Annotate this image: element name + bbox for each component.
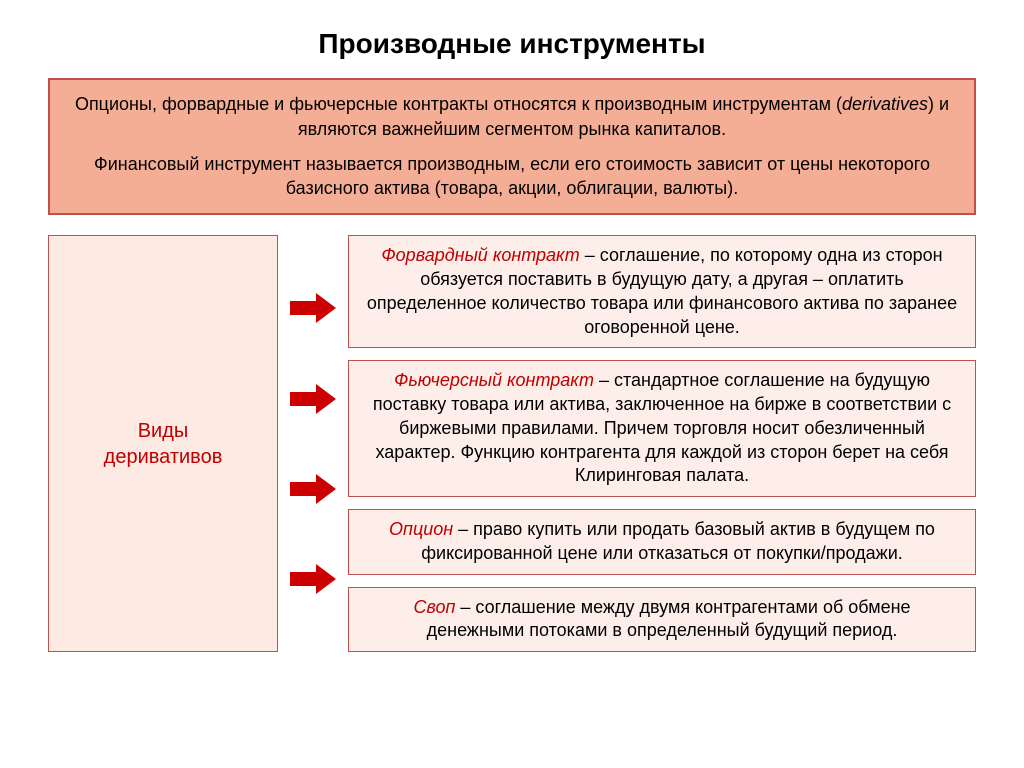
- intro-paragraph-2: Финансовый инструмент называется произво…: [72, 152, 952, 202]
- page-title: Производные инструменты: [48, 28, 976, 60]
- item-option: Опцион – право купить или продать базовы…: [348, 509, 976, 575]
- sidebar-label: Виды деривативов: [104, 418, 223, 470]
- arrow-icon: [290, 564, 336, 594]
- item-term: Форвардный контракт: [381, 245, 579, 265]
- item-term: Своп: [413, 597, 455, 617]
- intro-paragraph-1: Опционы, форвардные и фьючерсные контрак…: [72, 92, 952, 142]
- item-futures: Фьючерсный контракт – стандартное соглаш…: [348, 360, 976, 497]
- arrows-column: [278, 235, 348, 652]
- item-forward: Форвардный контракт – соглашение, по кот…: [348, 235, 976, 348]
- main-row: Виды деривативов Форвардный контракт – с…: [48, 235, 976, 652]
- arrow-icon: [290, 474, 336, 504]
- arrow-icon: [290, 384, 336, 414]
- items-column: Форвардный контракт – соглашение, по кот…: [348, 235, 976, 652]
- arrow-icon: [290, 293, 336, 323]
- sidebar-types: Виды деривативов: [48, 235, 278, 652]
- item-term: Фьючерсный контракт: [394, 370, 594, 390]
- item-text: – соглашение между двумя контрагентами о…: [427, 597, 911, 641]
- intro-box: Опционы, форвардные и фьючерсные контрак…: [48, 78, 976, 215]
- item-term: Опцион: [389, 519, 453, 539]
- item-text: – право купить или продать базовый актив…: [421, 519, 935, 563]
- item-swap: Своп – соглашение между двумя контрагент…: [348, 587, 976, 653]
